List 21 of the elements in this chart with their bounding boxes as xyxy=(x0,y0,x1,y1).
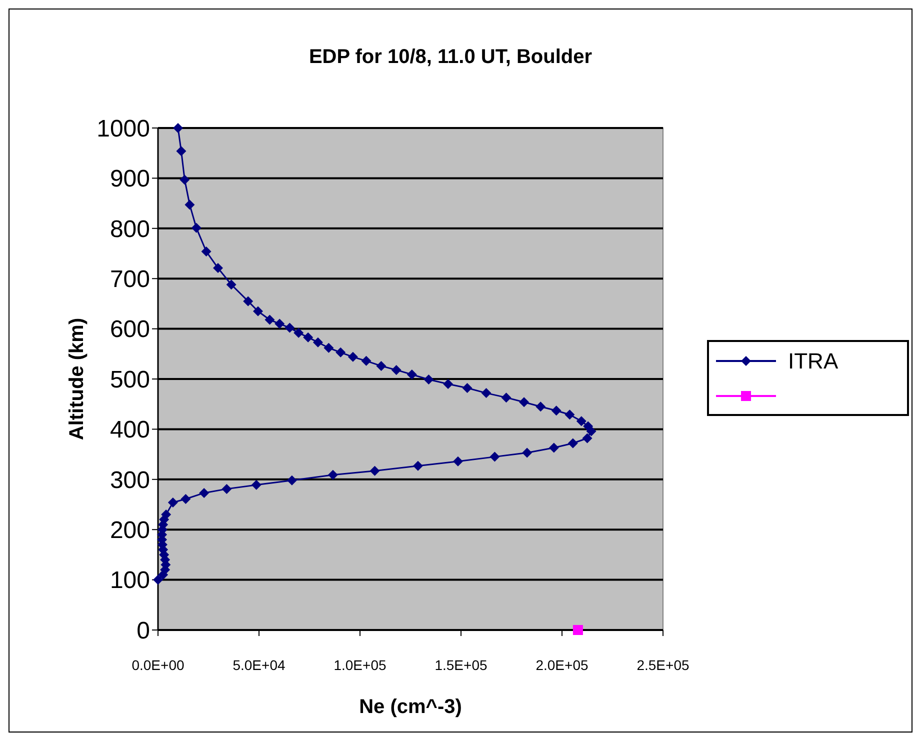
y-tick-label: 600 xyxy=(110,316,150,344)
y-tick-label: 0 xyxy=(136,617,150,644)
y-tick-label: 800 xyxy=(110,216,150,243)
legend-label: ITRA xyxy=(788,348,838,374)
chart-title: EDP for 10/8, 11.0 UT, Boulder xyxy=(308,46,592,68)
y-tick-label: 900 xyxy=(110,166,150,193)
x-tick-label: 2.5E+05 xyxy=(636,657,690,673)
x-tick-label: 2.0E+05 xyxy=(536,657,588,673)
x-axis-title: Ne (cm^-3) xyxy=(359,696,462,718)
x-tick-label: 0.0E+00 xyxy=(132,657,184,673)
y-tick-label: 300 xyxy=(110,466,150,494)
y-tick-label: 1000 xyxy=(96,115,150,142)
y-tick-label: 500 xyxy=(110,366,150,394)
y-tick-label: 100 xyxy=(110,567,150,594)
x-tick-label: 1.5E+05 xyxy=(434,657,488,673)
x-tick-label: 1.0E+05 xyxy=(334,657,386,673)
y-tick-label: 700 xyxy=(110,266,150,293)
y-tick-label: 200 xyxy=(110,517,150,544)
x-tick-label: 5.0E+04 xyxy=(232,657,286,673)
y-tick-label: 400 xyxy=(110,416,150,444)
y-axis-title: Altitude (km) xyxy=(66,318,88,440)
